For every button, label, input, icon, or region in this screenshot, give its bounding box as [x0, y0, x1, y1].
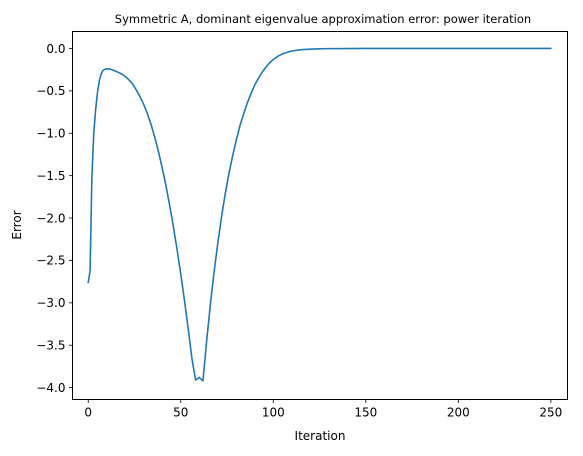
y-tick-label: −1.5 — [36, 169, 65, 183]
x-axis-label: Iteration — [295, 429, 346, 443]
x-tick-label: 200 — [447, 406, 470, 420]
y-tick-label: 0.0 — [46, 42, 65, 56]
y-tick-label: −3.0 — [36, 296, 65, 310]
series-line-0 — [87, 47, 552, 382]
y-tick-label: −1.0 — [36, 127, 65, 141]
y-axis: 0.0 −0.5 −1.0 −1.5 −2.0 −2.5 −3.0 −3.5 −4.0 — [36, 42, 73, 395]
x-tick-label: 250 — [539, 406, 562, 420]
x-axis: 0 50 100 150 200 250 — [84, 399, 562, 420]
y-tick-label: −2.5 — [36, 254, 65, 268]
y-tick-label: −2.0 — [36, 211, 65, 225]
x-tick-label: 100 — [262, 406, 285, 420]
y-axis-label: Error — [10, 210, 24, 239]
plot-area — [87, 47, 552, 382]
y-tick-label: −3.5 — [36, 339, 65, 353]
x-tick-label: 150 — [354, 406, 377, 420]
axes-frame — [72, 31, 568, 400]
y-tick-label: −4.0 — [36, 381, 65, 395]
x-tick-label: 0 — [84, 406, 92, 420]
chart-title: Symmetric A, dominant eigenvalue approxi… — [115, 12, 531, 26]
y-tick-label: −0.5 — [36, 84, 65, 98]
x-tick-label: 50 — [173, 406, 188, 420]
